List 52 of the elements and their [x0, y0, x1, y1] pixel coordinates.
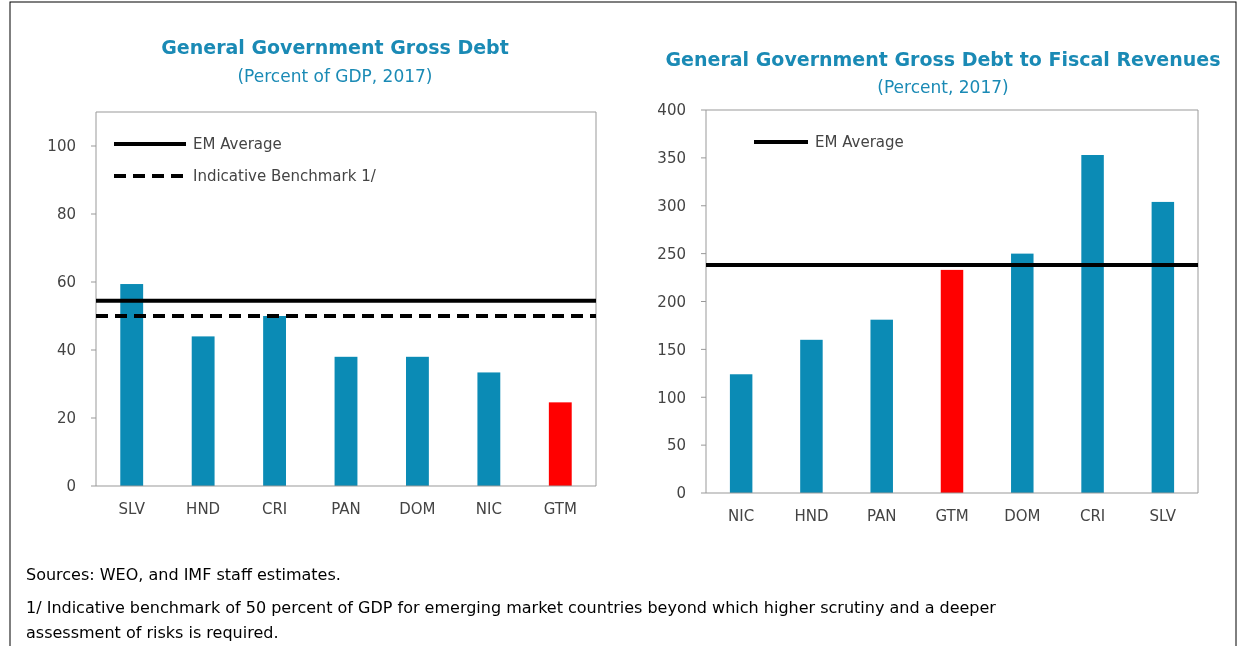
x-tick-label: GTM	[543, 500, 577, 518]
x-tick-label: DOM	[399, 500, 436, 518]
bar	[1081, 155, 1104, 493]
bar	[1151, 201, 1175, 493]
y-tick-label: 60	[56, 273, 76, 292]
x-tick-label: CRI	[261, 500, 288, 518]
bar	[940, 269, 964, 493]
x-tick-label: PAN	[866, 507, 897, 525]
y-tick-label: 300	[657, 197, 686, 215]
y-tick-label: 100	[47, 137, 76, 156]
x-tick-label: SLV	[118, 500, 146, 518]
legend-label: EM Average	[815, 133, 904, 152]
bar	[729, 374, 753, 493]
bar	[1011, 253, 1034, 493]
y-tick-label: 250	[657, 244, 686, 263]
bar	[191, 336, 215, 486]
legend-label: Indicative Benchmark 1/	[193, 167, 377, 186]
x-tick-label: HND	[794, 507, 829, 525]
chart-subtitle: (Percent, 2017)	[877, 77, 1009, 97]
y-tick-label: 350	[657, 149, 686, 168]
bar	[870, 319, 893, 493]
chart-subtitle: (Percent of GDP, 2017)	[237, 66, 433, 86]
y-tick-label: 0	[66, 477, 76, 496]
x-tick-label: PAN	[331, 500, 361, 518]
x-tick-label: GTM	[935, 507, 969, 525]
x-tick-label: SLV	[1149, 507, 1177, 525]
chart-title: General Government Gross Debt to Fiscal Revenues	[665, 48, 1221, 70]
y-tick-label: 100	[657, 388, 686, 407]
bar	[334, 356, 358, 486]
text: 1/ Indicative benchmark of 50 percent of GDP for emerging market countries beyond which higher scrutiny and a deeper assessment of risks is required.	[26, 598, 997, 642]
y-tick-label: 0	[676, 484, 686, 503]
bar	[406, 356, 429, 486]
y-tick-label: 200	[657, 292, 686, 311]
bar	[263, 316, 286, 486]
x-tick-label: NIC	[475, 500, 502, 518]
y-tick-label: 400	[657, 101, 686, 120]
y-tick-label: 150	[657, 340, 686, 359]
y-tick-label: 40	[56, 341, 76, 360]
x-tick-label: CRI	[1079, 507, 1106, 525]
legend-label: EM Average	[193, 135, 282, 154]
bar	[800, 339, 823, 493]
bar	[477, 372, 501, 486]
x-tick-label: NIC	[728, 507, 755, 525]
source-note: Sources: WEO, and IMF staff estimates.	[26, 565, 341, 584]
x-tick-label: DOM	[1004, 507, 1041, 525]
y-tick-label: 20	[56, 409, 76, 428]
bar	[120, 284, 144, 486]
bar	[548, 402, 572, 486]
y-tick-label: 50	[666, 436, 686, 455]
x-tick-label: HND	[186, 500, 221, 518]
chart-title: General Government Gross Debt	[161, 36, 509, 58]
y-tick-label: 80	[56, 205, 76, 224]
